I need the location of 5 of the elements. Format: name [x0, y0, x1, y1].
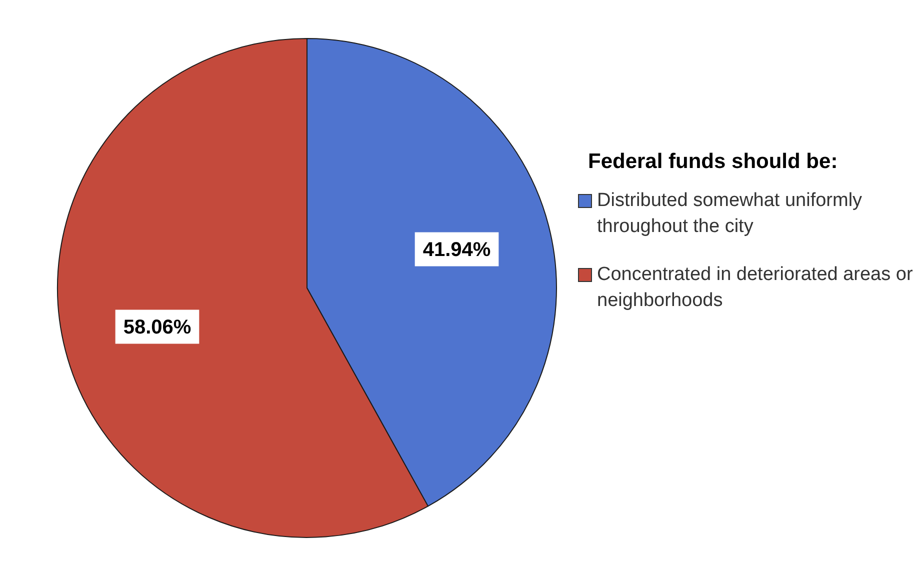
- legend-label: Distributed somewhat uniformly throughout the city: [597, 189, 864, 239]
- data-label: 58.06%: [123, 316, 192, 338]
- legend-title: Federal funds should be:: [588, 150, 839, 174]
- data-label: 41.94%: [422, 238, 491, 261]
- legend-label: Concentrated in deteriorated areas or neighborhoods: [597, 263, 914, 313]
